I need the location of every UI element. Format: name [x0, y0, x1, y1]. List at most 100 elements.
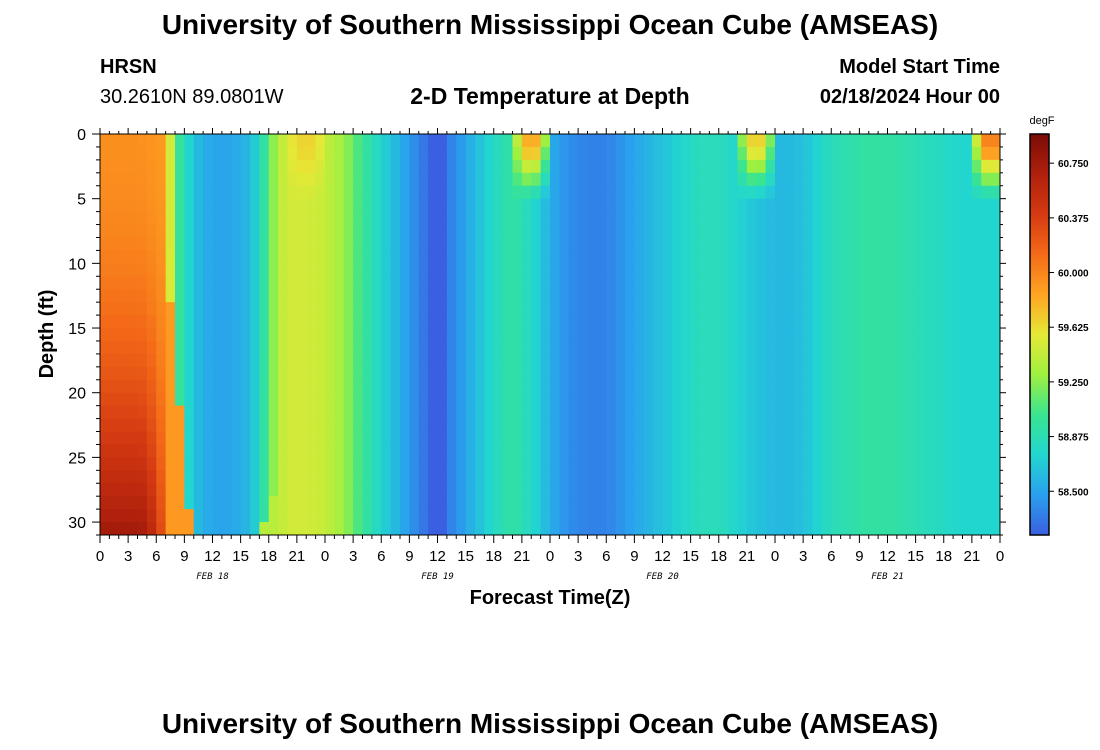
heatmap-cell [559, 444, 570, 458]
heatmap-cell [409, 172, 420, 187]
heatmap-cell [418, 289, 429, 303]
heatmap-cell [156, 444, 167, 458]
heatmap-cell [268, 483, 279, 497]
heatmap-cell [409, 483, 420, 497]
heatmap-cell [259, 444, 270, 458]
heatmap-cell [503, 146, 514, 161]
heatmap-cell [550, 457, 560, 471]
heatmap-cell [971, 496, 982, 510]
heatmap-cell [728, 470, 739, 484]
heatmap-cell [456, 418, 467, 433]
heatmap-cell [878, 405, 889, 420]
heatmap-cell [728, 198, 739, 213]
heatmap-cell [212, 405, 223, 420]
heatmap-cell [240, 198, 251, 213]
heatmap-cell [868, 250, 879, 264]
heatmap-cell [268, 250, 279, 264]
heatmap-cell [887, 457, 898, 471]
heatmap-cell [812, 211, 823, 226]
heatmap-cell [718, 340, 729, 355]
heatmap-cell [615, 250, 626, 264]
heatmap-cell [737, 172, 748, 187]
heatmap-cell [362, 250, 373, 264]
heatmap-cell [268, 379, 279, 394]
heatmap-cell [268, 289, 279, 303]
heatmap-cell [662, 340, 673, 355]
heatmap-cell [493, 328, 504, 342]
heatmap-cell [765, 237, 776, 252]
heatmap-cell [109, 509, 120, 523]
heatmap-cell [756, 353, 767, 368]
heatmap-cell [418, 276, 429, 290]
heatmap-cell [878, 392, 889, 407]
heatmap-cell [428, 328, 439, 342]
heatmap-cell [868, 276, 879, 290]
heatmap-cell [596, 353, 607, 368]
heatmap-cell [971, 224, 982, 239]
heatmap-cell [137, 315, 148, 329]
heatmap-cell [296, 224, 307, 239]
heatmap-cell [718, 418, 729, 433]
heatmap-cell [943, 302, 954, 316]
heatmap-cell [381, 211, 392, 226]
heatmap-cell [296, 146, 307, 161]
heatmap-cell [315, 470, 326, 484]
heatmap-cell [662, 185, 673, 200]
heatmap-cell [343, 444, 354, 458]
heatmap-cell [100, 379, 110, 394]
heatmap-cell [728, 172, 739, 187]
heatmap-cell [700, 379, 710, 394]
heatmap-cell [887, 483, 898, 497]
heatmap-cell [765, 198, 776, 213]
heatmap-cell [512, 392, 523, 407]
heatmap-cell [250, 431, 260, 446]
heatmap-cell [634, 444, 645, 458]
heatmap-cell [493, 405, 504, 420]
heatmap-cell [887, 289, 898, 303]
heatmap-cell [362, 198, 373, 213]
heatmap-cell [934, 444, 945, 458]
heatmap-cell [128, 250, 139, 264]
heatmap-cell [671, 405, 682, 420]
heatmap-cell [156, 405, 167, 420]
y-axis-label: Depth (ft) [36, 290, 58, 379]
heatmap-cell [540, 134, 551, 148]
heatmap-cell [896, 250, 907, 264]
heatmap-cell [606, 340, 617, 355]
heatmap-cell [109, 134, 120, 148]
heatmap-cell [418, 172, 429, 187]
heatmap-cell [578, 418, 589, 433]
heatmap-cell [353, 366, 364, 381]
heatmap-cell [775, 392, 785, 407]
heatmap-cell [165, 431, 176, 446]
heatmap-cell [212, 198, 223, 213]
heatmap-cell [484, 250, 495, 264]
heatmap-cell [859, 159, 870, 174]
heatmap-cell [334, 353, 345, 368]
heatmap-cell [128, 289, 139, 303]
heatmap-cell [887, 431, 898, 446]
heatmap-cell [137, 457, 148, 471]
heatmap-cell [353, 250, 364, 264]
heatmap-cell [559, 483, 570, 497]
x-tick-label: 3 [574, 548, 582, 565]
heatmap-cell [775, 276, 785, 290]
heatmap-cell [175, 289, 185, 303]
heatmap-cell [775, 302, 785, 316]
heatmap-cell [400, 340, 410, 355]
heatmap-cell [165, 134, 176, 148]
heatmap-cell [840, 263, 851, 277]
heatmap-cell [737, 159, 748, 174]
heatmap-cell [906, 237, 917, 252]
heatmap-cell [100, 289, 110, 303]
heatmap-cell [587, 366, 598, 381]
heatmap-cell [634, 379, 645, 394]
heatmap-cell [400, 366, 410, 381]
heatmap-cell [446, 159, 457, 174]
heatmap-cell [521, 328, 532, 342]
heatmap-cell [550, 392, 560, 407]
heatmap-cell [381, 496, 392, 510]
heatmap-cell [671, 315, 682, 329]
heatmap-cell [334, 457, 345, 471]
heatmap-cell [990, 366, 1000, 381]
